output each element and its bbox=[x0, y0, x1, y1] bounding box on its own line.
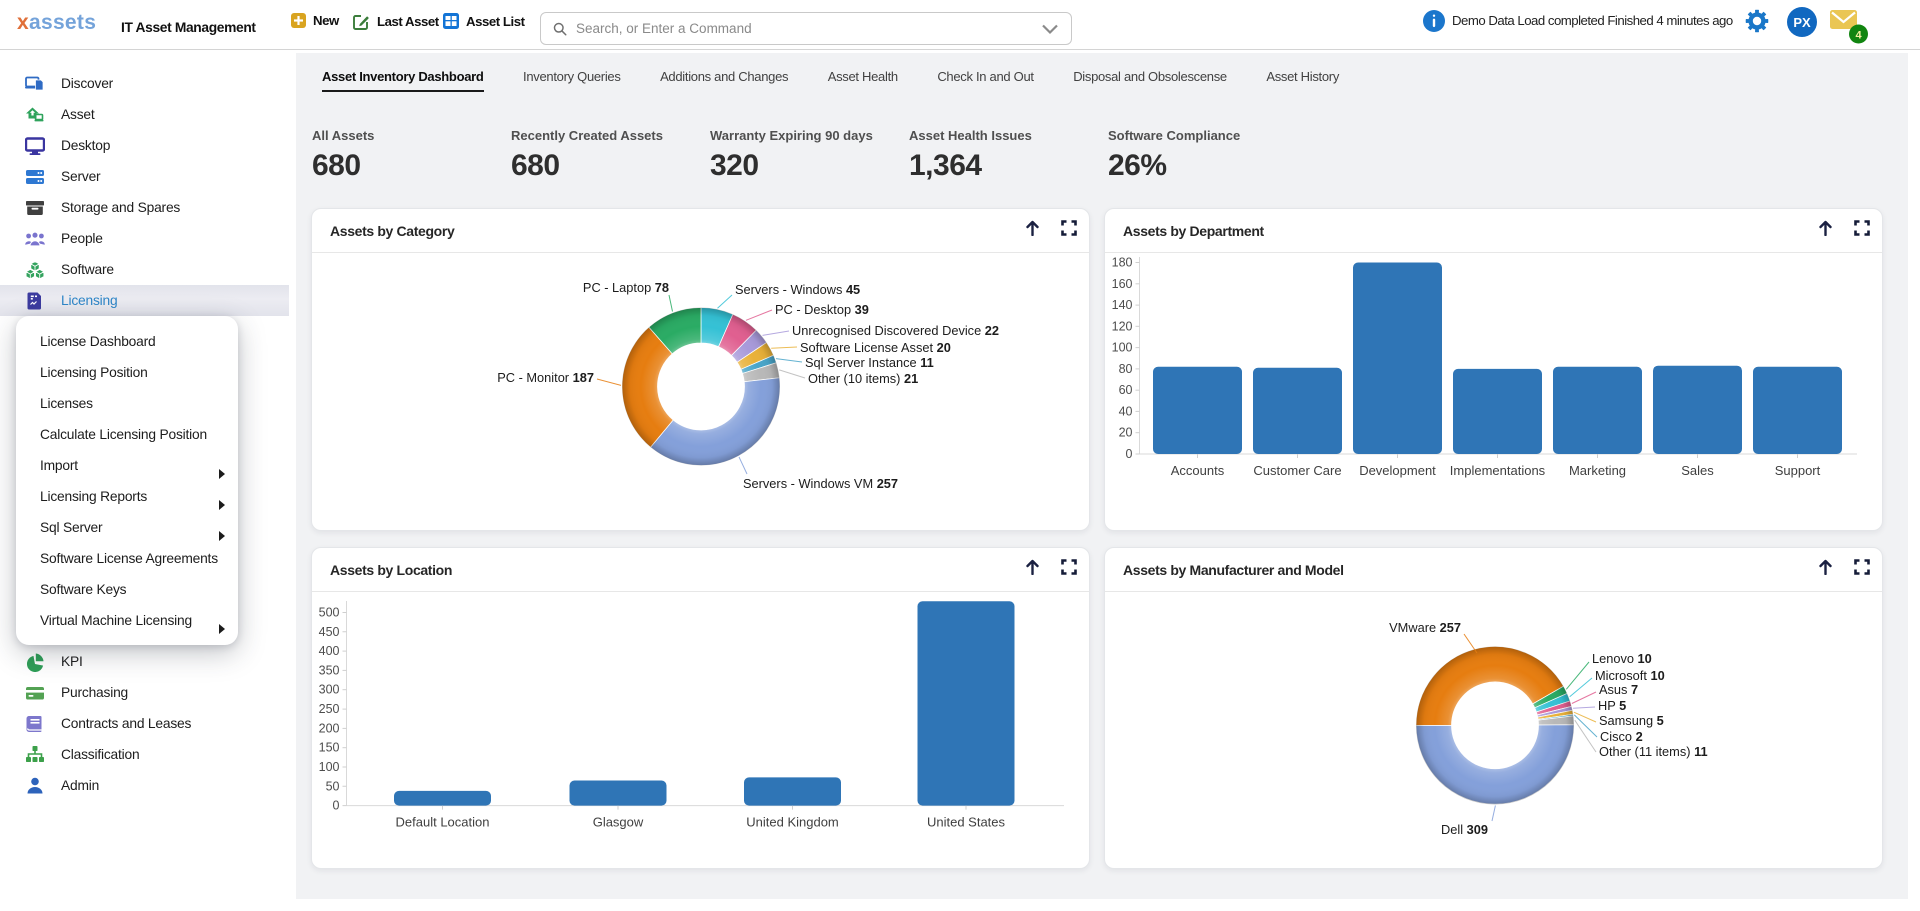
svg-text:Other (11 items) 11: Other (11 items) 11 bbox=[1599, 744, 1708, 759]
svg-text:Servers - Windows VM 257: Servers - Windows VM 257 bbox=[743, 476, 898, 491]
svg-text:200: 200 bbox=[319, 721, 340, 735]
svg-text:0: 0 bbox=[1126, 447, 1133, 461]
svg-text:350: 350 bbox=[319, 663, 340, 677]
svg-text:PC - Laptop 78: PC - Laptop 78 bbox=[583, 280, 669, 295]
svg-text:PC - Monitor 187: PC - Monitor 187 bbox=[497, 370, 594, 385]
svg-text:VMware 257: VMware 257 bbox=[1389, 620, 1461, 635]
svg-text:180: 180 bbox=[1112, 256, 1133, 270]
svg-text:100: 100 bbox=[319, 760, 340, 774]
svg-text:Software License Asset 20: Software License Asset 20 bbox=[800, 340, 951, 355]
svg-text:450: 450 bbox=[319, 625, 340, 639]
svg-text:4: 4 bbox=[1855, 30, 1862, 42]
svg-text:Sql Server Instance 11: Sql Server Instance 11 bbox=[805, 355, 934, 370]
svg-text:100: 100 bbox=[1112, 341, 1133, 355]
svg-text:Implementations: Implementations bbox=[1450, 463, 1546, 478]
svg-text:United Kingdom: United Kingdom bbox=[746, 815, 839, 830]
svg-text:Servers - Windows 45: Servers - Windows 45 bbox=[735, 282, 860, 297]
svg-text:Unrecognised Discovered Device: Unrecognised Discovered Device 22 bbox=[792, 323, 999, 338]
svg-text:120: 120 bbox=[1112, 319, 1133, 333]
svg-text:HP 5: HP 5 bbox=[1598, 698, 1626, 713]
svg-text:80: 80 bbox=[1119, 362, 1133, 376]
svg-text:300: 300 bbox=[319, 683, 340, 697]
svg-text:Asus 7: Asus 7 bbox=[1599, 682, 1638, 697]
svg-text:160: 160 bbox=[1112, 277, 1133, 291]
svg-text:Lenovo 10: Lenovo 10 bbox=[1592, 651, 1652, 666]
svg-text:50: 50 bbox=[326, 779, 340, 793]
svg-text:Glasgow: Glasgow bbox=[593, 815, 644, 830]
svg-text:PC - Desktop 39: PC - Desktop 39 bbox=[775, 302, 869, 317]
svg-text:500: 500 bbox=[319, 606, 340, 620]
svg-text:Samsung 5: Samsung 5 bbox=[1599, 713, 1664, 728]
svg-text:Support: Support bbox=[1775, 463, 1821, 478]
svg-text:Other (10 items) 21: Other (10 items) 21 bbox=[808, 371, 918, 386]
svg-text:0: 0 bbox=[333, 799, 340, 813]
svg-text:140: 140 bbox=[1112, 298, 1133, 312]
svg-text:Dell 309: Dell 309 bbox=[1441, 822, 1488, 837]
svg-text:Customer Care: Customer Care bbox=[1253, 463, 1341, 478]
svg-text:Development: Development bbox=[1359, 463, 1436, 478]
svg-text:Microsoft 10: Microsoft 10 bbox=[1595, 668, 1665, 683]
svg-text:United States: United States bbox=[927, 815, 1006, 830]
svg-text:Default Location: Default Location bbox=[396, 815, 490, 830]
svg-text:20: 20 bbox=[1119, 426, 1133, 440]
svg-text:Sales: Sales bbox=[1681, 463, 1714, 478]
svg-text:250: 250 bbox=[319, 702, 340, 716]
svg-text:60: 60 bbox=[1119, 383, 1133, 397]
svg-text:400: 400 bbox=[319, 644, 340, 658]
svg-text:Marketing: Marketing bbox=[1569, 463, 1626, 478]
svg-text:150: 150 bbox=[319, 741, 340, 755]
svg-text:Cisco 2: Cisco 2 bbox=[1600, 729, 1643, 744]
svg-text:Accounts: Accounts bbox=[1171, 463, 1225, 478]
svg-text:40: 40 bbox=[1119, 404, 1133, 418]
